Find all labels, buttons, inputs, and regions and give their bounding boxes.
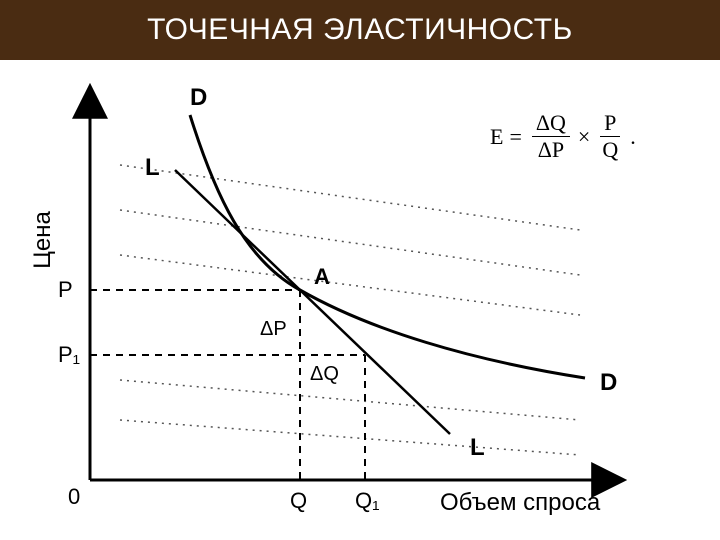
svg-text:ΔQ: ΔQ [310,363,339,385]
elasticity-formula: E = ΔQ ΔP × P Q . [490,112,636,161]
formula-frac1-den: ΔP [534,137,568,161]
formula-lhs: E [490,124,503,150]
svg-text:L: L [145,154,160,181]
svg-text:P₁: P₁ [58,342,80,367]
svg-text:ΔP: ΔP [260,318,287,340]
svg-text:A: A [314,264,330,289]
svg-text:L: L [470,434,485,461]
formula-times: × [578,124,590,150]
svg-text:D: D [600,369,617,396]
svg-text:Q₁: Q₁ [355,488,380,513]
svg-text:D: D [190,84,207,111]
formula-trail: . [630,124,636,150]
svg-text:0: 0 [68,484,80,509]
svg-text:Q: Q [290,488,307,513]
formula-frac1-num: ΔQ [532,112,570,137]
formula-frac2-den: Q [598,137,622,161]
svg-text:Объем спроса: Объем спроса [440,489,601,516]
chart-area: 0ЦенаОбъем спросаPP₁QQ₁DDLLAΔPΔQ E = ΔQ … [0,60,720,540]
formula-eq: = [509,124,521,150]
formula-frac1: ΔQ ΔP [532,112,570,161]
svg-text:Цена: Цена [29,210,56,268]
page-title: ТОЧЕЧНАЯ ЭЛАСТИЧНОСТЬ [147,13,573,47]
title-bar: ТОЧЕЧНАЯ ЭЛАСТИЧНОСТЬ [0,0,720,60]
formula-frac2: P Q [598,112,622,161]
formula-frac2-num: P [600,112,620,137]
svg-text:P: P [58,277,73,302]
